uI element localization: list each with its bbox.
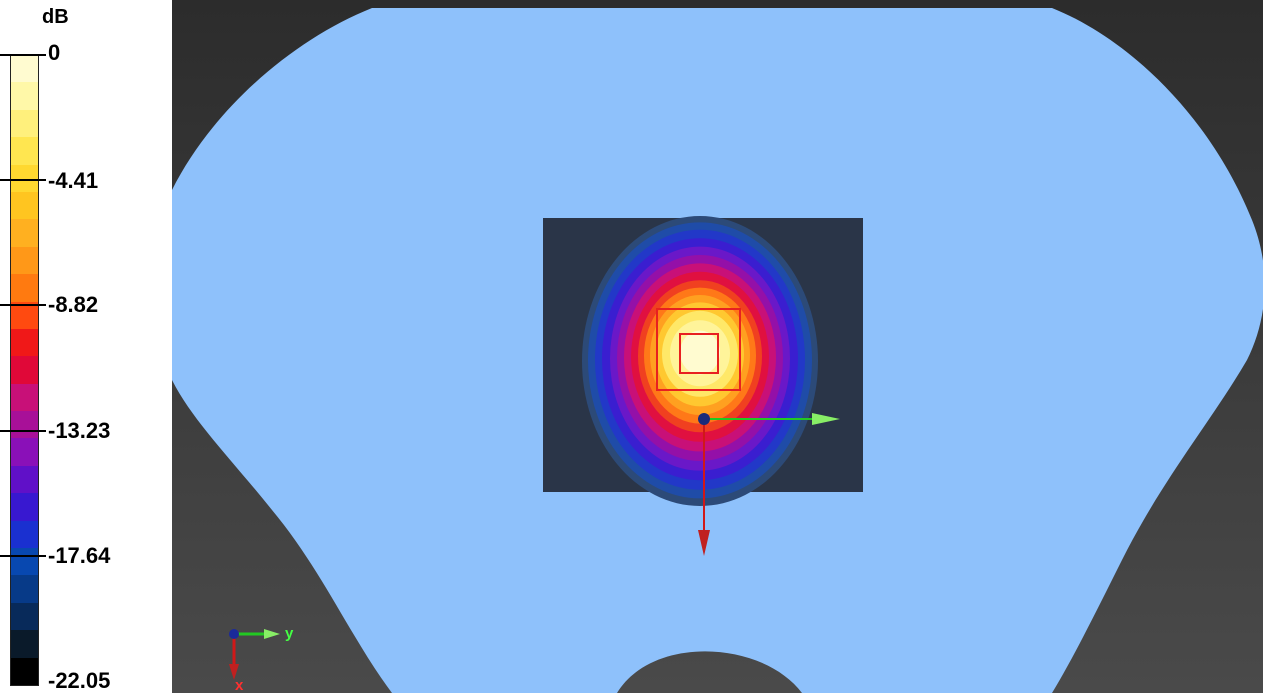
colorbar-segment: [11, 55, 38, 83]
tick-mark: [0, 179, 46, 181]
color-scale-bar: [10, 54, 39, 686]
colorbar-segment: [11, 191, 38, 220]
colorbar-segment: [11, 246, 38, 275]
contour-band: [680, 330, 720, 375]
colorbar-segment: [11, 575, 38, 603]
triad-y-label: y: [285, 625, 294, 642]
colorbar-segment: [11, 356, 38, 384]
triad-x-label: x: [235, 677, 244, 693]
tick-mark: [0, 430, 46, 432]
colorbar-segment: [11, 465, 38, 494]
3d-viewport[interactable]: y x: [172, 0, 1263, 693]
inner-cube-marker: [679, 333, 719, 374]
tick-mark: [0, 555, 46, 557]
triad-y-arrow-icon: [264, 629, 280, 639]
colorbar-segment: [11, 301, 38, 329]
triad-origin-icon: [229, 629, 239, 639]
orientation-triad: y x: [229, 625, 294, 693]
tick-label-2: -8.82: [48, 292, 99, 317]
tick-label-1: -4.41: [48, 168, 99, 193]
colorbar-segment: [11, 137, 38, 165]
colorbar-segment: [11, 82, 38, 110]
center-axes: [698, 413, 840, 556]
x-axis-arrow-icon: [698, 530, 710, 556]
colorbar-segment: [11, 657, 38, 685]
y-axis-arrow-icon: [812, 413, 840, 425]
colorbar-segment: [11, 411, 38, 439]
colorbar-segment: [11, 383, 38, 412]
tick-mark: [0, 54, 46, 56]
colorbar-segment: [11, 602, 38, 631]
colorbar-segment: [11, 548, 38, 576]
unit-label: dB: [42, 6, 69, 28]
colorbar-segment: [11, 493, 38, 521]
colorbar-segment: [11, 328, 38, 357]
colorbar-segment: [11, 164, 38, 192]
tick-label-0: 0: [48, 40, 61, 65]
colorbar-segment: [11, 274, 38, 302]
triad-x-arrow-icon: [229, 664, 239, 680]
colorbar-segment: [11, 219, 38, 247]
colorbar-segment: [11, 630, 38, 658]
tick-label-4: -17.64: [48, 543, 111, 568]
origin-dot-icon: [698, 413, 710, 425]
outer-cube-marker: [656, 308, 741, 391]
tick-mark: [0, 304, 46, 306]
colorbar-segment: [11, 520, 38, 549]
colorbar-segment: [11, 438, 38, 466]
tick-label-5: -22.05: [48, 668, 111, 693]
scene-canvas[interactable]: y x: [172, 0, 1263, 693]
field-contours: [582, 216, 818, 506]
colorbar-legend: dB 0 -4.41 -8.82 -13.23 -17.64 -22.05: [0, 0, 172, 693]
tick-label-3: -13.23: [48, 418, 111, 443]
colorbar-segment: [11, 109, 38, 138]
